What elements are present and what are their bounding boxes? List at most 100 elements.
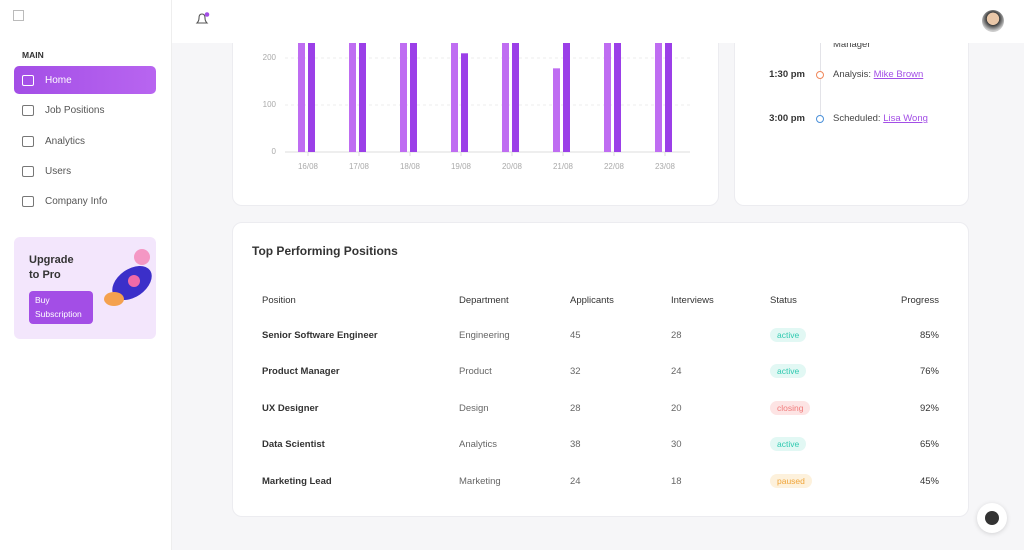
nav-item[interactable]: Company Info	[14, 187, 156, 215]
schedule-time: 3:00 pm	[769, 113, 805, 124]
table-cell: Data Scientist	[262, 439, 325, 451]
schedule-label: Analysis:	[833, 69, 872, 80]
bar	[400, 39, 407, 153]
x-tick-label: 19/08	[451, 162, 472, 171]
nav-item[interactable]: Job Positions	[14, 96, 156, 124]
schedule-text: Scheduled: Lisa Wong	[833, 113, 928, 124]
x-tick-label: 17/08	[349, 162, 370, 171]
bar	[655, 39, 662, 153]
bar	[308, 39, 315, 153]
table-cell: 24	[570, 475, 581, 487]
bar	[604, 39, 611, 153]
table-cell: 92%	[919, 402, 939, 414]
table-cell: Product	[459, 366, 492, 378]
table-cell: 45	[570, 330, 581, 341]
timeline-dot	[816, 115, 824, 123]
buy-button[interactable]: Buy Subscription	[29, 291, 93, 324]
nav-icon	[22, 74, 34, 86]
status-badge: paused	[770, 473, 812, 488]
table-cell: 30	[671, 439, 682, 451]
table-cell: Engineering	[459, 330, 510, 341]
nav-icon	[22, 165, 34, 177]
nav-item[interactable]: Users	[14, 157, 156, 185]
table-title: Top Performing Positions	[252, 244, 398, 258]
upgrade-title: Upgrade to Pro	[29, 254, 74, 281]
table-cell: 76%	[919, 366, 939, 378]
top-bar	[172, 0, 1024, 43]
x-tick-label: 23/08	[655, 162, 676, 171]
schedule-partial: Manager	[833, 39, 871, 50]
table-cell: 65%	[919, 439, 939, 451]
table-cell: 45%	[919, 475, 939, 487]
table-cell: 38	[570, 439, 581, 451]
table-cell: UX Designer	[262, 402, 319, 414]
table-cell: Marketing Lead	[262, 475, 332, 487]
schedule-time: 1:30 pm	[769, 69, 805, 80]
table-cell: Analytics	[459, 439, 498, 451]
theme-toggle[interactable]	[977, 503, 1007, 533]
x-tick-label: 21/08	[553, 162, 574, 171]
schedule-person[interactable]: Lisa Wong	[883, 113, 928, 124]
sidebar: MAIN Home Job Positions Analytics Users Comp…	[0, 0, 172, 550]
nav-icon	[22, 195, 34, 207]
table-cell: 85%	[919, 330, 939, 341]
table-cell: 28	[570, 402, 581, 414]
y-tick-label: 200	[263, 53, 277, 62]
nav-icon	[22, 104, 34, 116]
nav-label: Users	[45, 165, 72, 177]
section-label: MAIN	[22, 50, 44, 60]
nav-label: Analytics	[45, 135, 86, 147]
table-cell: Senior Software Engineer	[262, 330, 378, 341]
bar	[614, 39, 621, 153]
bar	[461, 53, 468, 152]
bar	[553, 68, 560, 152]
bar	[298, 39, 305, 153]
bar	[563, 39, 570, 153]
timeline-dot	[816, 71, 824, 79]
schedule-person[interactable]: Mike Brown	[873, 69, 924, 80]
table-cell: Design	[459, 402, 489, 414]
nav-item[interactable]: Home	[14, 66, 156, 94]
column-header: Progress	[900, 295, 939, 306]
bar	[410, 39, 417, 153]
upgrade-card: Upgrade to Pro Buy Subscription	[14, 237, 156, 339]
avatar[interactable]	[982, 10, 1004, 32]
nav-item[interactable]: Analytics	[14, 127, 156, 155]
table-cell: 28	[671, 330, 682, 341]
table-cell: 20	[671, 402, 682, 414]
table-cell: 32	[570, 366, 581, 378]
logo	[13, 10, 24, 21]
table-cell: 18	[671, 475, 682, 487]
column-header: Applicants	[570, 295, 614, 306]
x-tick-label: 18/08	[400, 162, 421, 171]
column-header: Status	[770, 295, 797, 306]
nav-label: Company Info	[45, 195, 108, 207]
x-tick-label: 22/08	[604, 162, 625, 171]
nav-icon	[22, 135, 34, 147]
y-tick-label: 0	[272, 147, 277, 156]
status-badge: active	[770, 364, 807, 379]
bar	[665, 39, 672, 153]
bar	[451, 39, 458, 153]
rocket-illustration	[104, 249, 152, 306]
notification-bell[interactable]	[194, 12, 210, 28]
bar	[502, 39, 509, 153]
table-cell: Product Manager	[262, 366, 340, 378]
nav-label: Job Positions	[45, 104, 105, 116]
x-tick-label: 20/08	[502, 162, 523, 171]
nav-label: Home	[45, 74, 72, 86]
status-badge: active	[770, 328, 807, 342]
column-header: Position	[262, 295, 296, 306]
bar	[349, 39, 356, 153]
y-tick-label: 100	[263, 100, 277, 109]
table-cell: 24	[671, 366, 682, 378]
bar	[359, 39, 366, 153]
schedule-text: Analysis: Mike Brown	[833, 69, 923, 80]
timeline-line	[820, 21, 821, 115]
column-header: Department	[459, 295, 509, 306]
status-badge: closing	[770, 400, 811, 415]
status-badge: active	[770, 437, 807, 452]
x-tick-label: 16/08	[298, 162, 319, 171]
bar	[512, 39, 519, 153]
